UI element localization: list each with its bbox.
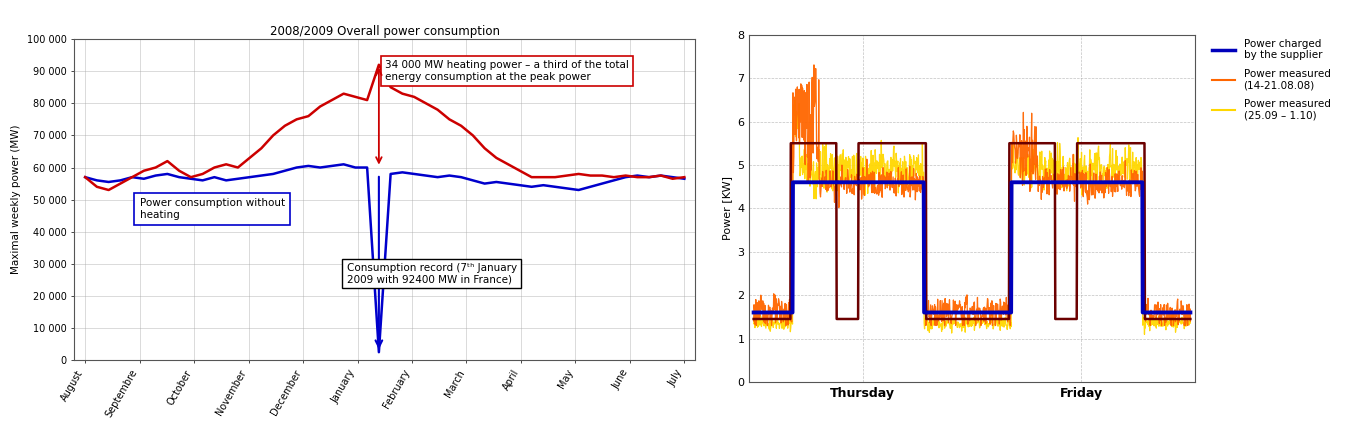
Title: 2008/2009 Overall power consumption: 2008/2009 Overall power consumption [270,25,500,38]
Legend: Power charged
by the supplier, Power measured
(14-21.08.08), Power measured
(25.: Power charged by the supplier, Power mea… [1208,35,1335,125]
Y-axis label: Maximal weekly power (MW): Maximal weekly power (MW) [11,125,22,274]
Text: Power consumption without
heating: Power consumption without heating [139,198,285,220]
Text: 34 000 MW heating power – a third of the total
energy consumption at the peak po: 34 000 MW heating power – a third of the… [385,60,629,82]
Y-axis label: Power [KW]: Power [KW] [722,176,732,240]
Text: Consumption record (7ᵗʰ January
2009 with 92400 MW in France): Consumption record (7ᵗʰ January 2009 wit… [347,263,517,284]
